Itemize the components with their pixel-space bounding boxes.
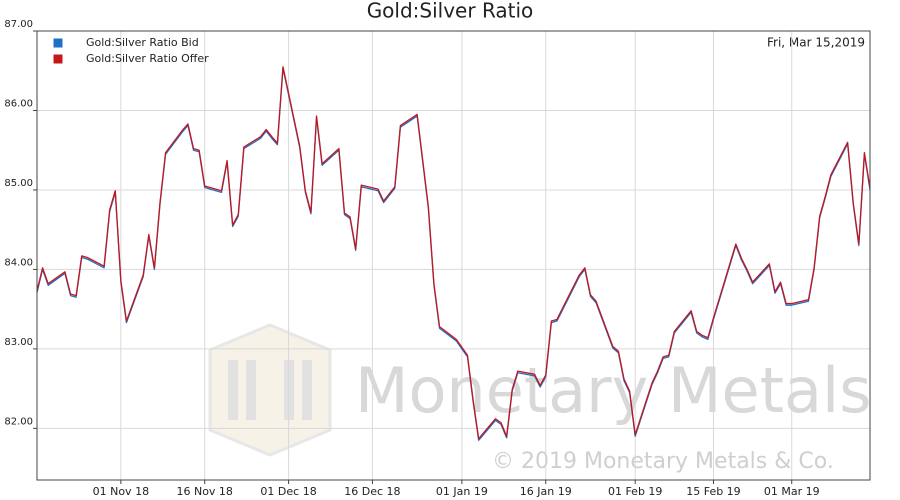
legend-swatch xyxy=(52,53,64,65)
x-tick-label: 01 Feb 19 xyxy=(608,485,662,498)
y-tick-label: 83.00 xyxy=(4,337,33,348)
x-tick-label: 16 Jan 19 xyxy=(520,485,572,498)
legend-label: Gold:Silver Ratio Offer xyxy=(86,52,209,65)
x-tick-label: 01 Nov 18 xyxy=(93,485,149,498)
plot-frame xyxy=(36,30,871,481)
legend-swatch xyxy=(52,37,64,49)
watermark: Monetary Metals xyxy=(355,354,872,427)
legend-label: Gold:Silver Ratio Bid xyxy=(86,36,199,49)
y-tick-label: 87.00 xyxy=(4,19,33,30)
series-line xyxy=(36,66,871,440)
y-tick-label: 86.00 xyxy=(4,98,33,109)
x-tick-label: 16 Nov 18 xyxy=(176,485,232,498)
y-tick-label: 84.00 xyxy=(4,257,33,268)
x-tick-label: 01 Jan 19 xyxy=(436,485,488,498)
x-tick-label: 01 Dec 18 xyxy=(260,485,316,498)
copyright: © 2019 Monetary Metals & Co. xyxy=(492,449,834,474)
x-tick-label: 16 Dec 18 xyxy=(344,485,400,498)
y-tick-label: 85.00 xyxy=(4,178,33,189)
x-tick-label: 15 Feb 19 xyxy=(686,485,740,498)
watermark-logo xyxy=(208,323,332,457)
chart-title: Gold:Silver Ratio xyxy=(367,0,534,23)
y-tick-label: 82.00 xyxy=(4,416,33,427)
date-annotation: Fri, Mar 15,2019 xyxy=(767,36,865,50)
x-tick-label: 01 Mar 19 xyxy=(764,485,820,498)
